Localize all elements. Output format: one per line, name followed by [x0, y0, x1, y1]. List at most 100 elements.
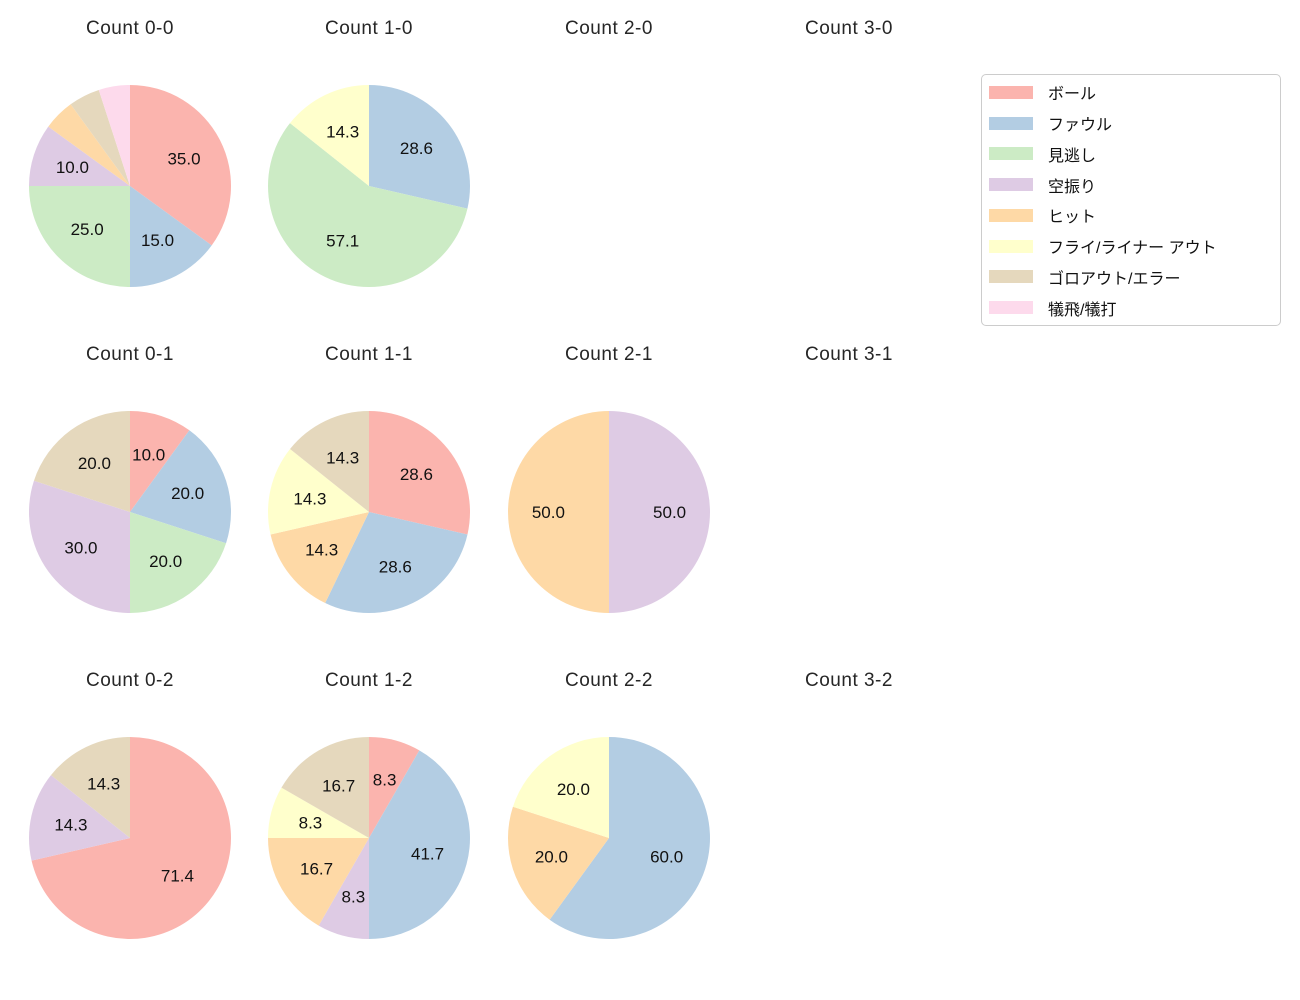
legend-item: フライ/ライナー アウト: [982, 231, 1280, 262]
slice-value-label: 10.0: [132, 445, 165, 464]
pie-slice: [369, 750, 470, 939]
pie-slice: [98, 85, 130, 186]
slice-value-label: 8.3: [373, 770, 397, 789]
slice-value-label: 16.7: [322, 777, 355, 796]
legend-item: 犠飛/犠打: [982, 292, 1280, 323]
pie-slice: [289, 85, 369, 186]
legend-swatch-foul: [989, 116, 1033, 130]
pie-chart: 71.4 14.3 14.3: [28, 737, 231, 939]
legend-label: 空振り: [1048, 178, 1097, 196]
chart-title: Count 3-0: [805, 18, 893, 39]
legend-swatch-fly-liner-out: [989, 239, 1033, 253]
slice-value-label: 50.0: [653, 503, 686, 522]
slice-value-label: 20.0: [171, 484, 204, 503]
pie-slice: [48, 104, 130, 186]
chart-count-1-1: Count 1-1 28.6 28.6 14.3 14.3 14.3: [249, 340, 489, 652]
legend-swatch-swinging-strike: [989, 178, 1033, 192]
pie-slice: [130, 430, 232, 544]
pie-slice: [31, 737, 231, 939]
slice-value-label: 14.3: [293, 489, 326, 508]
chart-count-2-2: Count 2-2 60.0 20.0 20.0: [489, 666, 729, 978]
pie-chart: [747, 410, 951, 614]
slice-value-label: 50.0: [532, 503, 565, 522]
legend-label: ゴロアウト/エラー: [1048, 270, 1181, 288]
slice-value-label: 20.0: [78, 454, 111, 473]
legend-item: 空振り: [982, 169, 1280, 200]
legend-item: ゴロアウト/エラー: [982, 262, 1280, 293]
pie-slice: [369, 411, 471, 535]
pie-slice: [33, 411, 130, 512]
pie-chart: 8.3 41.7 8.3 16.7 8.3 16.7: [268, 737, 470, 939]
chart-title: Count 2-2: [565, 670, 653, 691]
slice-value-label: 35.0: [167, 149, 200, 168]
legend-item: ヒット: [982, 200, 1280, 231]
pie-slice: [508, 411, 609, 613]
chart-count-0-1: Count 0-1 10.0 20.0 20.0 30.0 20.0: [10, 340, 250, 652]
pie-slice: [549, 737, 710, 939]
chart-count-3-1: Count 3-1: [729, 340, 969, 652]
pie-slice: [29, 186, 130, 287]
pie-slice: [609, 411, 710, 613]
pie-slice: [70, 89, 130, 186]
slice-value-label: 16.7: [300, 859, 333, 878]
pie-chart: 10.0 20.0 20.0 30.0 20.0: [28, 411, 232, 613]
chart-count-0-2: Count 0-2 71.4 14.3 14.3: [10, 666, 250, 978]
pie-chart: 35.0 15.0 25.0 10.0: [29, 85, 232, 287]
legend-swatch-sacrifice: [989, 301, 1033, 315]
chart-count-3-0: Count 3-0: [729, 14, 969, 326]
legend-label: ボール: [1048, 86, 1097, 104]
pie-slice: [130, 186, 212, 287]
slice-value-label: 14.3: [305, 541, 338, 560]
chart-count-1-0: Count 1-0 28.6 57.1 14.3: [249, 14, 489, 326]
pie-slice: [268, 123, 468, 288]
slice-value-label: 20.0: [149, 552, 182, 571]
legend-item: ファウル: [982, 108, 1280, 139]
pie-chart: [747, 736, 951, 940]
chart-title: Count 3-1: [805, 344, 893, 365]
pie-chart: 28.6 57.1 14.3: [268, 85, 471, 288]
pie-slice: [270, 512, 369, 603]
pie-slice: [130, 85, 232, 246]
pie-slice: [50, 737, 131, 838]
slice-value-label: 14.3: [326, 122, 359, 141]
pie-slice: [290, 411, 369, 512]
slice-value-label: 14.3: [87, 774, 120, 793]
slice-value-label: 28.6: [400, 465, 433, 484]
pie-slice: [318, 838, 369, 939]
chart-title: Count 0-0: [86, 18, 174, 39]
chart-count-3-2: Count 3-2: [729, 666, 969, 978]
slice-value-label: 8.3: [299, 813, 323, 832]
slice-value-label: 8.3: [342, 888, 366, 907]
chart-count-1-2: Count 1-2 8.3 41.7 8.3 16.7 8.3 16.7: [249, 666, 489, 978]
slice-value-label: 41.7: [411, 845, 444, 864]
pie-slice: [130, 411, 190, 512]
slice-value-label: 71.4: [161, 867, 194, 886]
chart-title: Count 2-0: [565, 18, 653, 39]
chart-title: Count 1-0: [325, 18, 413, 39]
pie-chart: 50.0 50.0: [508, 411, 710, 613]
slice-value-label: 28.6: [379, 558, 412, 577]
chart-title: Count 1-2: [325, 670, 413, 691]
slice-value-label: 60.0: [650, 848, 683, 867]
pie-chart: [507, 84, 711, 288]
slice-value-label: 14.3: [54, 816, 87, 835]
legend-swatch-ball: [989, 85, 1033, 99]
pie-slice: [29, 126, 130, 186]
pie-slice: [28, 480, 130, 613]
slice-value-label: 20.0: [535, 848, 568, 867]
slice-value-label: 30.0: [64, 539, 97, 558]
slice-value-label: 25.0: [71, 220, 104, 239]
pie-slice: [369, 85, 471, 209]
pie-chart: [747, 84, 951, 288]
chart-title: Count 0-2: [86, 670, 174, 691]
pie-chart: 60.0 20.0 20.0: [507, 737, 710, 939]
legend-item: ボール: [982, 77, 1280, 108]
chart-count-0-0: Count 0-0 35.0 15.0 25.0 10.0: [10, 14, 250, 326]
legend: ボール ファウル 見逃し 空振り ヒット フライ/ライナー アウト ゴロアウト/…: [981, 74, 1281, 326]
pie-chart: 28.6 28.6 14.3 14.3 14.3: [268, 411, 471, 614]
slice-value-label: 57.1: [326, 232, 359, 251]
pie-slice: [268, 449, 369, 535]
legend-label: ヒット: [1048, 209, 1097, 227]
slice-value-label: 28.6: [400, 139, 433, 158]
